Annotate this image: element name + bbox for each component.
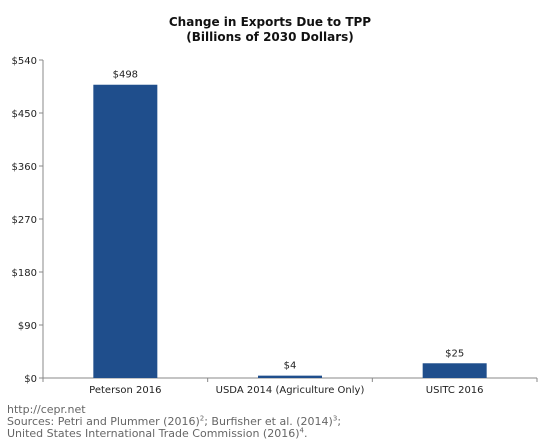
sources-footnote-4: 4 xyxy=(299,426,304,435)
y-tick-label: $0 xyxy=(24,374,37,385)
sources-text-end: ; xyxy=(337,415,342,428)
sources-line-usitc: United States International Trade Commis… xyxy=(7,426,308,440)
bar-value-label: $4 xyxy=(284,361,297,372)
y-tick-label: $450 xyxy=(12,109,37,120)
source-url: http://cepr.net xyxy=(7,403,86,416)
usitc-end: . xyxy=(303,427,308,440)
sources-footnote-2: 2 xyxy=(199,414,205,423)
sources-footnote-3: 3 xyxy=(332,414,338,423)
chart-subtitle: (Billions of 2030 Dollars) xyxy=(186,30,354,44)
y-tick-label: $270 xyxy=(12,215,37,226)
y-tick-label: $540 xyxy=(12,56,37,67)
x-tick-label: Peterson 2016 xyxy=(89,385,161,396)
bar xyxy=(258,375,322,378)
bar-value-label: $498 xyxy=(113,70,138,81)
sources-line: Sources: Petri and Plummer (2016)2; Burf… xyxy=(7,414,342,428)
bar-chart: $0 $90 $180 $270 $360 $450 $540 $498 Peterson 20… xyxy=(12,56,538,396)
usitc-text: United States International Trade Commis… xyxy=(7,427,300,440)
y-tick-label: $90 xyxy=(18,321,37,332)
chart-title: Change in Exports Due to TPP xyxy=(168,15,372,29)
y-tick-label: $180 xyxy=(12,268,37,279)
y-tick-label: $360 xyxy=(12,162,37,173)
x-tick-label: USDA 2014 (Agriculture Only) xyxy=(216,385,365,396)
bar xyxy=(93,84,158,378)
bar-value-label: $25 xyxy=(445,348,464,359)
bar xyxy=(422,363,487,378)
x-tick-label: USITC 2016 xyxy=(426,385,484,396)
sources-text-mid: ; Burfisher et al. (2014) xyxy=(204,415,333,428)
sources-text: Sources: Petri and Plummer (2016) xyxy=(7,415,200,428)
